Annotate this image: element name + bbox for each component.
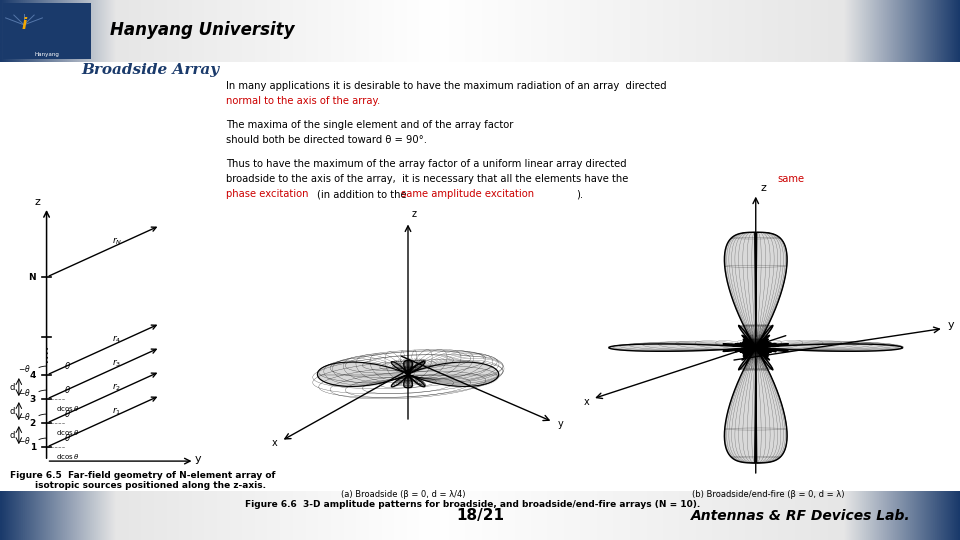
Text: broadside to the axis of the array,  it is necessary that all the elements have : broadside to the axis of the array, it i… (226, 174, 631, 184)
Text: y: y (948, 320, 954, 330)
Text: normal to the axis of the array.: normal to the axis of the array. (226, 97, 380, 106)
Text: Broadside Array: Broadside Array (82, 63, 220, 77)
Text: $r_3$: $r_3$ (112, 357, 121, 369)
Text: y: y (194, 454, 201, 464)
Text: Antennas & RF Devices Lab.: Antennas & RF Devices Lab. (691, 509, 911, 523)
Text: d$\cos\theta$: d$\cos\theta$ (56, 404, 80, 413)
Text: same amplitude excitation: same amplitude excitation (401, 190, 535, 199)
Text: y: y (558, 418, 564, 429)
Text: Hanyang University: Hanyang University (110, 21, 295, 39)
Polygon shape (756, 232, 902, 463)
Text: z: z (760, 183, 766, 193)
Text: i: i (21, 17, 27, 32)
Text: (in addition to the: (in addition to the (317, 190, 410, 199)
Text: $-\theta$: $-\theta$ (18, 410, 31, 422)
Text: 3: 3 (30, 395, 36, 403)
Text: 4: 4 (30, 370, 36, 380)
Text: $r_1$: $r_1$ (112, 405, 121, 417)
Text: Thus to have the maximum of the array factor of a uniform linear array directed: Thus to have the maximum of the array fa… (226, 159, 626, 169)
Text: d: d (10, 430, 15, 440)
Text: $\theta$: $\theta$ (63, 384, 70, 395)
Text: x: x (272, 438, 277, 448)
Text: 2: 2 (30, 418, 36, 428)
Text: Hanyang: Hanyang (35, 52, 60, 57)
Text: $-\theta$: $-\theta$ (18, 362, 31, 374)
Text: d$\cos\theta$: d$\cos\theta$ (56, 428, 80, 437)
Polygon shape (609, 232, 756, 463)
Text: 1: 1 (30, 443, 36, 451)
Text: $-\theta$: $-\theta$ (18, 435, 31, 446)
Bar (3, 3, 91, 59)
Text: phase excitation: phase excitation (226, 190, 308, 199)
Text: should both be directed toward θ = 90°.: should both be directed toward θ = 90°. (226, 136, 426, 145)
Text: $\theta$: $\theta$ (63, 432, 70, 443)
Text: $r_2$: $r_2$ (112, 381, 121, 393)
Text: ).: ). (576, 190, 583, 199)
Text: same: same (778, 174, 804, 184)
Text: z: z (412, 209, 417, 219)
Text: Figure 6.6  3-D amplitude patterns for broadside, and broadside/end-fire arrays : Figure 6.6 3-D amplitude patterns for br… (245, 500, 700, 509)
Text: Figure 6.5  Far-field geometry of N-element array of
        isotropic sources p: Figure 6.5 Far-field geometry of N-eleme… (10, 471, 276, 490)
Text: The maxima of the single element and of the array factor: The maxima of the single element and of … (226, 120, 513, 130)
Text: (b) Broadside/end-fire (β = 0, d = λ): (b) Broadside/end-fire (β = 0, d = λ) (692, 490, 844, 500)
Text: N: N (28, 273, 36, 281)
Text: In many applications it is desirable to have the maximum radiation of an array  : In many applications it is desirable to … (226, 82, 666, 91)
Text: d$\cos\theta$: d$\cos\theta$ (56, 452, 80, 461)
Text: (a) Broadside (β = 0, d = λ/4): (a) Broadside (β = 0, d = λ/4) (341, 490, 466, 500)
Text: x: x (585, 397, 590, 407)
Text: d: d (10, 407, 15, 416)
Text: d: d (10, 383, 15, 391)
Text: $r_4$: $r_4$ (112, 333, 122, 345)
Text: $\theta$: $\theta$ (63, 408, 70, 419)
Text: $\theta$: $\theta$ (63, 360, 70, 371)
Text: 18/21: 18/21 (456, 508, 504, 523)
Text: $r_N$: $r_N$ (112, 235, 122, 247)
Text: $-\theta$: $-\theta$ (18, 387, 31, 397)
Text: z: z (35, 197, 40, 207)
